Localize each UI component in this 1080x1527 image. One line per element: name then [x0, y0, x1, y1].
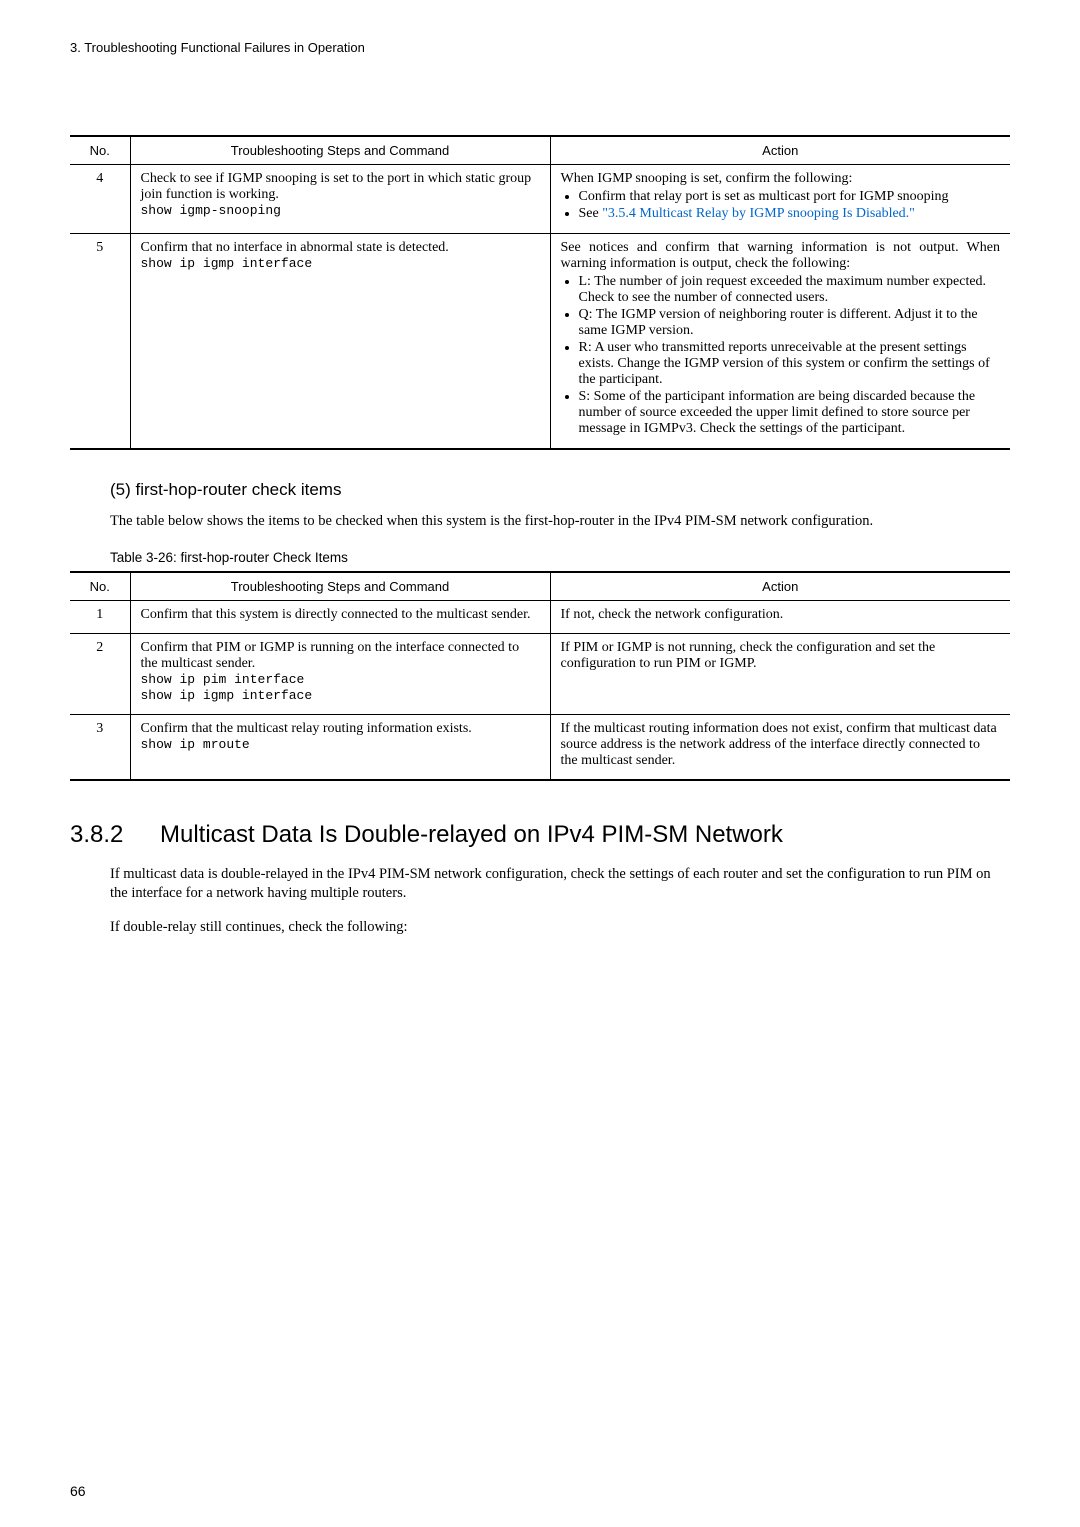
action-list: L: The number of join request exceeded t…: [561, 274, 1001, 437]
cell-no: 2: [70, 633, 130, 714]
list-item: S: Some of the participant information a…: [579, 389, 1001, 437]
step-command: show ip igmp interface: [141, 256, 313, 271]
subsection-paragraph: The table below shows the items to be ch…: [110, 512, 1010, 532]
step-command: show igmp-snooping: [141, 203, 281, 218]
list-item: Confirm that relay port is set as multic…: [579, 189, 1001, 205]
action-intro: See notices and confirm that warning inf…: [561, 240, 1001, 272]
table-1: No. Troubleshooting Steps and Command Ac…: [70, 135, 1010, 450]
table-row: 2 Confirm that PIM or IGMP is running on…: [70, 633, 1010, 714]
table-header-row: No. Troubleshooting Steps and Command Ac…: [70, 572, 1010, 601]
section-paragraph: If double-relay still continues, check t…: [110, 918, 1010, 938]
table-row: 3 Confirm that the multicast relay routi…: [70, 714, 1010, 780]
section-heading: 3.8.2Multicast Data Is Double-relayed on…: [70, 821, 1010, 849]
cell-action: If not, check the network configuration.: [550, 600, 1010, 633]
action-list: Confirm that relay port is set as multic…: [561, 189, 1001, 222]
cell-no: 1: [70, 600, 130, 633]
step-text: Check to see if IGMP snooping is set to …: [141, 171, 532, 202]
step-text: Confirm that PIM or IGMP is running on t…: [141, 640, 520, 671]
action-intro: When IGMP snooping is set, confirm the f…: [561, 171, 853, 186]
table-row: 4 Check to see if IGMP snooping is set t…: [70, 165, 1010, 234]
cell-action: If the multicast routing information doe…: [550, 714, 1010, 780]
list-item: Q: The IGMP version of neighboring route…: [579, 307, 1001, 339]
col-header-action: Action: [550, 136, 1010, 165]
col-header-steps: Troubleshooting Steps and Command: [130, 572, 550, 601]
col-header-no: No.: [70, 572, 130, 601]
cell-no: 3: [70, 714, 130, 780]
section-title: Multicast Data Is Double-relayed on IPv4…: [160, 821, 783, 848]
table-row: 5 Confirm that no interface in abnormal …: [70, 234, 1010, 450]
step-text: Confirm that the multicast relay routing…: [141, 721, 472, 736]
list-item: See "3.5.4 Multicast Relay by IGMP snoop…: [579, 206, 1001, 222]
cell-no: 5: [70, 234, 130, 450]
page-number: 66: [70, 1483, 86, 1499]
step-text: Confirm that this system is directly con…: [141, 607, 531, 622]
cell-action: If PIM or IGMP is not running, check the…: [550, 633, 1010, 714]
section-paragraph: If multicast data is double-relayed in t…: [110, 865, 1010, 904]
chapter-header: 3. Troubleshooting Functional Failures i…: [70, 40, 1010, 55]
col-header-no: No.: [70, 136, 130, 165]
step-command: show ip pim interfaceshow ip igmp interf…: [141, 672, 313, 703]
subsection-heading: (5) first-hop-router check items: [110, 480, 1010, 500]
col-header-action: Action: [550, 572, 1010, 601]
cell-steps: Confirm that the multicast relay routing…: [130, 714, 550, 780]
table-row: 1 Confirm that this system is directly c…: [70, 600, 1010, 633]
section-number: 3.8.2: [70, 821, 160, 849]
col-header-steps: Troubleshooting Steps and Command: [130, 136, 550, 165]
cell-action: When IGMP snooping is set, confirm the f…: [550, 165, 1010, 234]
cell-steps: Confirm that no interface in abnormal st…: [130, 234, 550, 450]
step-command: show ip mroute: [141, 737, 250, 752]
action-prefix: See: [579, 206, 603, 221]
cell-steps: Confirm that this system is directly con…: [130, 600, 550, 633]
list-item: R: A user who transmitted reports unrece…: [579, 340, 1001, 388]
step-text: Confirm that no interface in abnormal st…: [141, 240, 449, 255]
table-header-row: No. Troubleshooting Steps and Command Ac…: [70, 136, 1010, 165]
cell-steps: Check to see if IGMP snooping is set to …: [130, 165, 550, 234]
cell-no: 4: [70, 165, 130, 234]
action-link[interactable]: "3.5.4 Multicast Relay by IGMP snooping …: [602, 206, 915, 221]
list-item: L: The number of join request exceeded t…: [579, 274, 1001, 306]
table-2: No. Troubleshooting Steps and Command Ac…: [70, 571, 1010, 781]
cell-steps: Confirm that PIM or IGMP is running on t…: [130, 633, 550, 714]
table-caption: Table 3-26: first-hop-router Check Items: [110, 550, 1010, 565]
cell-action: See notices and confirm that warning inf…: [550, 234, 1010, 450]
